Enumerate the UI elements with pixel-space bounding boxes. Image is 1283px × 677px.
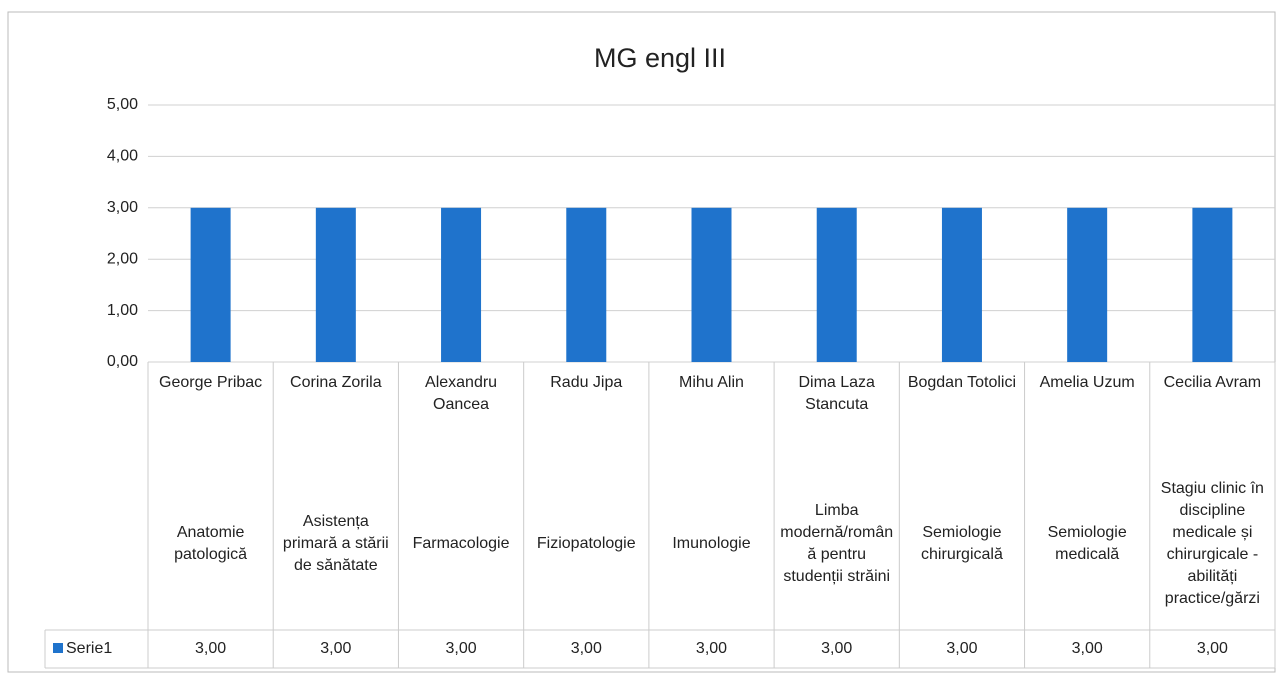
bar — [816, 207, 857, 362]
category-name: Bogdan Totolici — [907, 374, 1017, 391]
category-name: Cecilia Avram — [1163, 374, 1262, 391]
table-value: 3,00 — [946, 640, 977, 657]
bar — [1067, 207, 1108, 362]
legend-swatch — [53, 643, 63, 653]
y-tick-label: 0,00 — [107, 353, 138, 370]
table-value: 3,00 — [445, 640, 476, 657]
category-subject: Fiziopatologie — [536, 535, 636, 552]
category-subject: Farmacologie — [412, 535, 510, 552]
table-value: 3,00 — [1197, 640, 1228, 657]
table-value: 3,00 — [1072, 640, 1103, 657]
bar — [441, 207, 482, 362]
frame — [7, 11, 1276, 673]
category-subject: Stagiu clinic în discipline medicale și … — [1160, 480, 1264, 607]
category-name: Alexandru Oancea — [425, 374, 498, 413]
bar — [941, 207, 982, 362]
category-name: Mihu Alin — [679, 374, 744, 391]
table-value: 3,00 — [320, 640, 351, 657]
legend-label: Serie1 — [66, 640, 112, 657]
bar — [190, 207, 231, 362]
category-subject: Anatomie patologică — [174, 524, 248, 563]
category-subject: Asistența primară a stării de sănătate — [282, 513, 389, 574]
category-subject: Semiologie medicală — [1047, 524, 1127, 563]
bar — [1192, 207, 1233, 362]
table-value: 3,00 — [195, 640, 226, 657]
y-tick-label: 1,00 — [107, 302, 138, 319]
category-name: Radu Jipa — [550, 374, 623, 391]
y-tick-label: 3,00 — [107, 199, 138, 216]
y-tick-label: 2,00 — [107, 250, 138, 267]
category-subject: Imunologie — [672, 535, 751, 552]
bar — [315, 207, 356, 362]
table-value: 3,00 — [696, 640, 727, 657]
category-name: Amelia Uzum — [1039, 374, 1135, 391]
bar — [566, 207, 607, 362]
category-subject: Semiologie chirurgicală — [921, 524, 1003, 563]
y-tick-label: 4,00 — [107, 148, 138, 165]
category-name: Corina Zorila — [290, 374, 382, 391]
category-subject: Limba modernă/română pentru studenții st… — [780, 502, 894, 585]
table-value: 3,00 — [571, 640, 602, 657]
category-name: Dima Laza Stancuta — [798, 374, 875, 413]
category-name: George Pribac — [159, 374, 263, 391]
bar — [691, 207, 732, 362]
chart-title: MG engl III — [594, 43, 726, 73]
y-tick-label: 5,00 — [107, 96, 138, 113]
table-value: 3,00 — [821, 640, 852, 657]
